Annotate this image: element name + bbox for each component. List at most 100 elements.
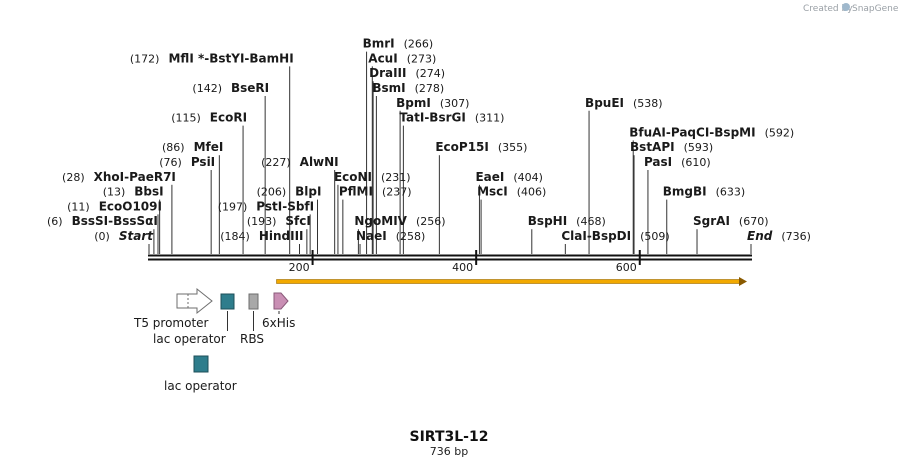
restriction-site-ecori[interactable]: (115) EcoRI [171,111,247,125]
lac-operator-box-icon[interactable] [193,355,209,373]
restriction-site-hindiii[interactable]: (184) HindIII [220,229,303,243]
enzyme-name[interactable]: SbfI [287,199,314,213]
enzyme-name[interactable]: SfcI [285,214,310,228]
enzyme-name[interactable]: EaeI [475,170,504,184]
restriction-site-msci[interactable]: (406) MscI [477,185,546,199]
restriction-site-alwni[interactable]: (227) AlwNI [261,155,339,169]
enzyme-name[interactable]: TatI [399,111,424,125]
restriction-site-bstapi[interactable]: (593) BstAPI [630,140,713,154]
enzyme-name[interactable]: BspDI [592,229,631,243]
restriction-site-psii[interactable]: (76) PsiI [159,155,215,169]
lac-operator-box-icon[interactable] [220,293,235,310]
enzyme-name[interactable]: PasI [644,155,672,169]
restriction-site-naei[interactable]: (258) NaeI [356,229,425,243]
restriction-site-ngomiv[interactable]: (256) NgoMIV [354,214,445,228]
restriction-site-start[interactable]: (0) Start [94,229,154,243]
enzyme-name[interactable]: PaeR7I [129,170,176,184]
enzyme-name[interactable]: HindIII [259,229,304,243]
enzyme-name[interactable]: BbsI [134,185,163,199]
restriction-site-bmri[interactable]: (266) BmrI [363,37,434,51]
enzyme-name[interactable]: DraIII [369,66,406,80]
restriction-site-draiii[interactable]: (274) DraIII [369,66,445,80]
restriction-site-pasi[interactable]: (610) PasI [644,155,711,169]
enzyme-name[interactable]: BseRI [231,81,269,95]
enzyme-name[interactable]: BpmI [396,96,431,110]
restriction-site-bmgbi[interactable]: (633) BmgBI [663,185,745,199]
enzyme-name[interactable]: BmgBI [663,185,707,199]
enzyme-name[interactable]: AlwNI [300,155,339,169]
restriction-site-xhoi[interactable]: (28) XhoI - PaeR7I [62,170,176,184]
enzyme-name[interactable]: BssSI [72,214,109,228]
enzyme-name[interactable]: MscI [477,185,508,199]
restriction-site-tati[interactable]: (311) TatI - BsrGI [399,111,504,125]
enzyme-name[interactable]: BmrI [363,37,395,51]
enzyme-name[interactable]: BfuAI [629,125,666,139]
enzyme-name[interactable]: EcoRI [210,111,247,125]
restriction-site-bpmi[interactable]: (307) BpmI [396,96,469,110]
enzyme-name[interactable]: PflMI [339,185,373,199]
restriction-site-bfuai[interactable]: (592) BfuAI - PaqCI - BspMI [629,125,794,139]
site-position: (404) [513,171,543,184]
enzyme-name[interactable]: PstI [256,199,282,213]
site-position: (172) [130,52,160,65]
dna-backbone[interactable] [148,254,752,261]
restriction-site-sgrai[interactable]: (670) SgrAI [693,214,769,228]
enzyme-name[interactable]: AcuI [368,51,397,65]
enzyme-name[interactable]: MfeI [194,140,224,154]
restriction-site-bpuei[interactable]: (538) BpuEI [585,96,663,110]
feature-rbs[interactable]: RBS [240,293,264,346]
enzyme-name[interactable]: BsrGI [429,111,466,125]
feature-6xhis[interactable]: 6xHis [262,292,295,330]
restriction-site-ecoo109i[interactable]: (11) EcoO109I [67,199,162,213]
enzyme-name[interactable]: BsmI [372,81,405,95]
enzyme-name[interactable]: BspHI [528,214,567,228]
enzyme-name[interactable]: MflI * [168,51,204,65]
restriction-site-clai[interactable]: (509) ClaI - BspDI [561,229,669,243]
restriction-site-mfli[interactable]: (172) MflI * - BstYI - BamHI [130,51,294,65]
enzyme-name[interactable]: SgrAI [693,214,730,228]
enzyme-name[interactable]: Start [119,229,154,243]
enzyme-name[interactable]: XhoI [94,170,125,184]
enzyme-name[interactable]: NgoMIV [354,214,407,228]
enzyme-name[interactable]: BstAPI [630,140,675,154]
enzyme-name[interactable]: NaeI [356,229,387,243]
restriction-site-mfei[interactable]: (86) MfeI [162,140,223,154]
enzyme-name[interactable]: BlpI [295,185,321,199]
orf-arrow[interactable] [276,277,747,286]
restriction-site-bbsi[interactable]: (13) BbsI [103,185,164,199]
restriction-site-acui[interactable]: (273) AcuI [368,51,436,65]
site-position: (278) [415,82,445,95]
restriction-site-bsmi[interactable]: (278) BsmI [372,81,444,95]
t5-promoter-arrow-icon[interactable] [176,287,213,315]
enzyme-name[interactable]: BspMI [714,125,755,139]
enzyme-name[interactable]: BstYI [209,51,244,65]
enzyme-name[interactable]: EcoP15I [435,140,489,154]
enzyme-name[interactable]: BssSαI [113,214,158,228]
restriction-site-end[interactable]: (736) End [747,229,811,243]
feature-lac-operator-2[interactable]: lac operator [164,355,237,393]
restriction-site-ecop15i[interactable]: (355) EcoP15I [435,140,527,154]
enzyme-name[interactable]: PsiI [191,155,215,169]
6xhis-tag-arrow-icon[interactable] [273,292,289,310]
feature-t5-promoter[interactable]: T5 promoter [133,287,213,330]
enzyme-name[interactable]: EcoO109I [99,199,162,213]
restriction-site-bsphi[interactable]: (468) BspHI [528,214,606,228]
restriction-site-econi[interactable]: (231) EcoNI [334,170,411,184]
enzyme-name[interactable]: End [747,229,773,243]
restriction-site-bsssi[interactable]: (6) BssSI - BssSαI [47,214,158,228]
enzyme-name[interactable]: PaqCI [671,125,709,139]
feature-lac-operator-1[interactable]: lac operator [153,293,235,346]
site-position: (184) [220,230,250,243]
enzyme-name[interactable]: BamHI [249,51,293,65]
restriction-site-sfci[interactable]: (193) SfcI [247,214,311,228]
enzyme-name[interactable]: BpuEI [585,96,624,110]
orf-bar[interactable] [276,279,742,284]
rbs-box-icon[interactable] [248,293,259,310]
restriction-site-psti[interactable]: (197) PstI - SbfI [218,199,314,213]
restriction-site-bseri[interactable]: (142) BseRI [192,81,269,95]
enzyme-name[interactable]: ClaI [561,229,586,243]
restriction-site-pflmi[interactable]: (237) PflMI [339,185,412,199]
restriction-site-blpi[interactable]: (206) BlpI [257,185,322,199]
restriction-site-eaei[interactable]: (404) EaeI [475,170,543,184]
enzyme-name[interactable]: EcoNI [334,170,372,184]
